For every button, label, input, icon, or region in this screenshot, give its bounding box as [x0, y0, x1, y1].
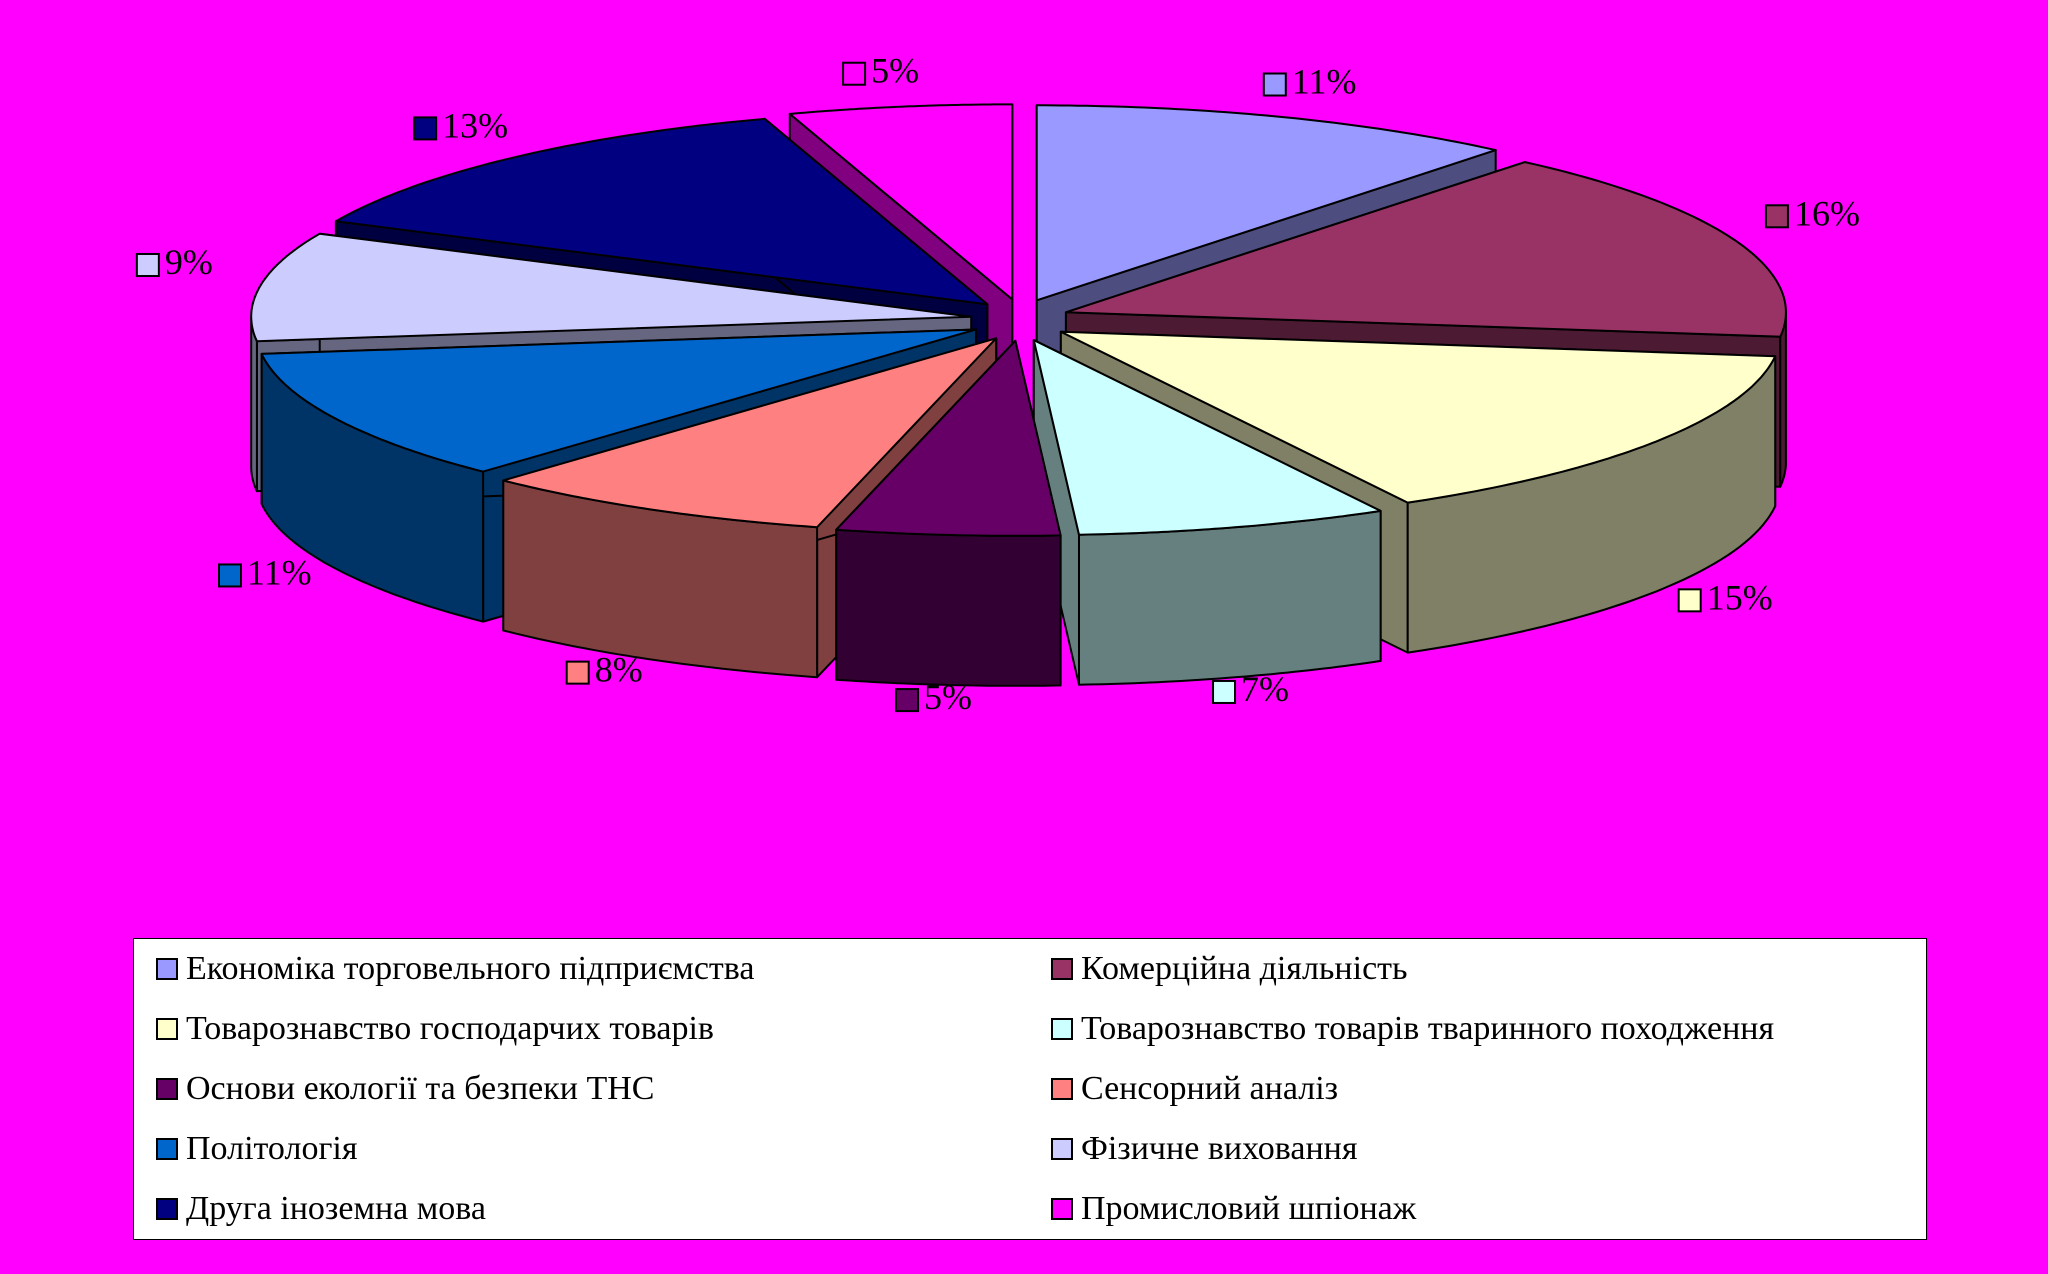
legend-label: Основи екології та безпеки ТНС [186, 1070, 655, 1107]
data-label-text: 15% [1707, 577, 1773, 617]
legend-item: Сенсорний аналіз [1051, 1069, 1338, 1109]
data-label: 13% [413, 105, 508, 145]
legend-item: Фізичне виховання [1051, 1129, 1358, 1169]
slice-top [1064, 161, 1787, 338]
slice-top [788, 103, 1014, 301]
legend-swatch [1051, 958, 1073, 980]
data-label-text: 11% [247, 552, 312, 592]
data-label-swatch [895, 688, 920, 713]
legend-swatch [1051, 1018, 1073, 1040]
slice-outer-wall [250, 315, 258, 493]
data-label-text: 8% [595, 650, 643, 690]
legend-item: Економіка торговельного підприємства [156, 949, 754, 989]
slice-top [250, 232, 973, 343]
legend-item: Основи екології та безпеки ТНС [156, 1069, 654, 1109]
data-label-text: 9% [165, 242, 213, 282]
legend-label: Товарознавство товарів тваринного походж… [1081, 1010, 1775, 1047]
legend-label: Друга іноземна мова [186, 1190, 486, 1227]
data-label: 11% [218, 552, 312, 592]
data-label-swatch [842, 61, 867, 86]
slice-top [260, 328, 977, 473]
data-label: 16% [1764, 193, 1860, 233]
pie-slice [1032, 339, 1382, 686]
slice-top [1032, 339, 1382, 536]
data-label-text: 13% [442, 105, 508, 145]
legend-label: Політологія [186, 1130, 358, 1167]
data-label-text: 7% [1241, 669, 1289, 709]
legend: Економіка торговельного підприємства Коме… [133, 938, 1927, 1240]
legend-swatch [156, 1198, 178, 1220]
legend-swatch [1051, 1138, 1073, 1160]
data-label: 7% [1212, 669, 1289, 709]
data-label: 8% [565, 650, 643, 690]
data-label: 5% [842, 51, 919, 91]
legend-label: Економіка торговельного підприємства [186, 950, 755, 987]
data-label-text: 11% [1292, 62, 1357, 102]
slice-outer-wall [1779, 311, 1787, 488]
data-label-swatch [1212, 679, 1237, 704]
data-label-swatch [565, 660, 590, 685]
slice-top [502, 337, 998, 529]
legend-label: Сенсорний аналіз [1081, 1070, 1339, 1107]
legend-item: Політологія [156, 1129, 357, 1169]
legend-swatch [156, 958, 178, 980]
legend-label: Фізичне виховання [1081, 1130, 1358, 1167]
data-label: 11% [1262, 62, 1357, 102]
slice-top [1059, 330, 1777, 504]
data-label-swatch [135, 253, 160, 278]
legend-swatch [1051, 1078, 1073, 1100]
legend-item: Друга іноземна мова [156, 1189, 486, 1229]
data-label-swatch [1764, 204, 1789, 229]
legend-swatch [156, 1138, 178, 1160]
legend-label: Комерційна діяльність [1081, 950, 1408, 987]
data-label-swatch [413, 116, 438, 141]
data-label: 5% [895, 677, 972, 717]
slice-top [835, 339, 1062, 537]
slice-top [334, 117, 989, 306]
slice-outer-wall [835, 528, 1062, 687]
data-label-text: 5% [871, 51, 919, 91]
data-label-text: 16% [1794, 193, 1860, 233]
legend-item: Промисловий шпіонаж [1051, 1189, 1416, 1229]
data-label-swatch [1677, 588, 1702, 613]
slice-outer-wall [1078, 509, 1382, 686]
data-label: 15% [1677, 577, 1773, 617]
legend-label: Товарознавство господарчих товарів [186, 1010, 714, 1047]
legend-item: Товарознавство господарчих товарів [156, 1009, 714, 1049]
data-label-text: 5% [924, 677, 972, 717]
legend-swatch [156, 1018, 178, 1040]
slice-top [1035, 104, 1497, 302]
legend-label: Промисловий шпіонаж [1081, 1190, 1417, 1227]
data-label: 9% [135, 242, 213, 282]
data-label-swatch [1262, 72, 1287, 97]
legend-swatch [1051, 1198, 1073, 1220]
legend-swatch [156, 1078, 178, 1100]
pie-slice [835, 339, 1062, 687]
legend-item: Комерційна діяльність [1051, 949, 1408, 989]
data-label-swatch [218, 563, 243, 588]
legend-item: Товарознавство товарів тваринного походж… [1051, 1009, 1774, 1049]
